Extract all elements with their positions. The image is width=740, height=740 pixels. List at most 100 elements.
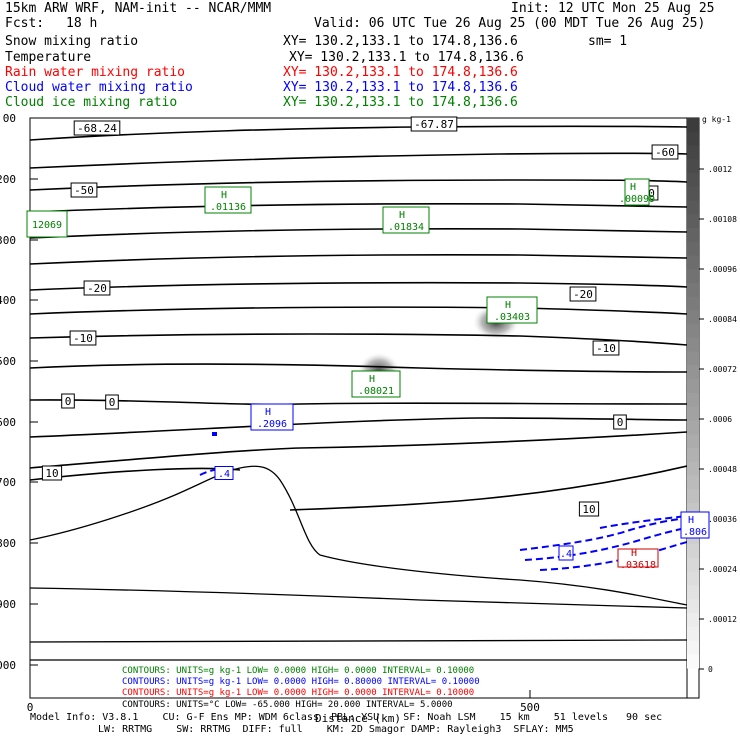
colorbar-swatch [687,406,699,421]
contour-info-line: CONTOURS: UNITS=g kg-1 LOW= 0.0000 HIGH=… [122,666,474,676]
colorbar-tick-label: .00084 [708,315,737,324]
maximum-mark: H [631,548,637,559]
isotherm [30,417,687,438]
maximum-value: .2096 [257,419,287,430]
forecast-label: Fcst: [5,16,45,31]
isotherm [30,431,687,469]
field-temp-name: Temperature [5,50,92,65]
terrain-profile [30,465,687,606]
y-tick-label: 400 [0,294,16,307]
field-snow-xy: XY= 130.2,133.1 to 174.8,136.6 [283,34,518,49]
isotherm-label-box [41,465,63,481]
colorbar-swatch [687,654,699,669]
colorbar-swatch [687,626,699,641]
forecast-hour: 18 h [66,16,98,31]
isotherm [30,306,687,315]
field-rain-xy: XY= 130.2,133.1 to 174.8,136.6 [283,65,518,80]
maximum-box [680,511,710,539]
contour-info-line: CONTOURS: UNITS=°C LOW= -65.000 HIGH= 20… [122,700,453,710]
colorbar-tick-label: 0 [708,665,713,674]
colorbar-tick-label: .00096 [708,265,737,274]
isotherm-label-box [73,120,121,136]
colorbar-swatch [687,228,699,243]
colorbar-swatch [687,599,699,614]
isotherm [30,253,687,265]
colorbar-tick-label: .00036 [708,515,737,524]
colorbar-swatch [687,544,699,559]
maximum-box [558,545,574,561]
colorbar-swatch [687,214,699,229]
plot-frame [29,117,688,699]
isotherm-label: -68.24 [77,122,117,135]
colorbar-swatch [687,269,699,284]
cloud-water-contour [524,527,687,561]
field-cloudice-name: Cloud ice mixing ratio [5,95,178,110]
field-rain-name: Rain water mixing ratio [5,65,186,80]
maximum-value: .4 [218,469,230,480]
maximum-mark: H [630,182,636,193]
colorbar-swatch [687,475,699,490]
maximum-box [250,403,294,431]
colorbar-tick-label: .00072 [708,365,737,374]
colorbar-tick-label: .00024 [708,565,737,574]
colorbar-swatch [687,200,699,215]
maximum-mark: H [265,407,271,418]
colorbar-swatch [687,571,699,586]
colorbar-swatch [687,420,699,435]
field-cloudice-xy: XY= 130.2,133.1 to 174.8,136.6 [283,95,518,110]
colorbar-swatch [687,461,699,476]
x-axis-label: Distance (km) [315,712,401,725]
isotherm-label-box [61,393,75,409]
isotherm [30,399,687,406]
isotherm-label-box [70,182,98,198]
isotherm [30,227,687,239]
maximum-value: .08021 [358,386,394,397]
maximum-value: .01834 [388,222,424,233]
model-info-line1: Model Info: V3.8.1 CU: G-F Ens MP: WDM 6… [30,712,663,723]
maximum-mark: H [688,515,694,526]
isotherm-label: -60 [655,146,675,159]
isotherm-label: -20 [573,288,593,301]
maximum-box [26,210,68,238]
colorbar-swatch [687,613,699,628]
isotherm [30,363,687,373]
colorbar-swatch [687,296,699,311]
isotherm-label-box [613,414,627,430]
isotherm-label: -20 [87,282,107,295]
valid-time: Valid: 06 UTC Tue 26 Aug 25 (00 MDT Tue … [314,16,706,31]
isotherm-label: -10 [596,342,616,355]
maximum-value: .03618 [620,560,656,571]
isotherm-label: 10 [45,467,58,480]
isotherm-label-box [105,394,119,410]
isotherm-label-box [578,501,600,517]
colorbar-swatch [687,448,699,463]
isotherm-label-box [83,280,111,296]
maximum-mark: H [369,374,375,385]
colorbar-swatch [687,640,699,655]
maximum-mark: H [505,300,511,311]
maximum-box [382,206,430,234]
field-snow-smooth: sm= 1 [588,34,628,49]
cloud-water-contour [599,515,687,529]
terrain-lines [30,465,687,661]
isotherm [30,202,687,213]
colorbar-swatch [687,324,699,339]
isotherm [30,281,687,291]
isotherm-label: 0 [617,416,624,429]
maximum-box [617,548,659,568]
isotherm-label: -10 [73,332,93,345]
colorbar-swatch [687,351,699,366]
y-tick-label: 500 [0,355,16,368]
colorbar-tick-label: .0012 [708,165,732,174]
terrain-line [30,587,687,609]
colorbar-swatch [687,255,699,270]
colorbar-tick-label: .00048 [708,465,737,474]
maximum-mark: H [221,190,227,201]
isotherm-label-box [592,340,620,356]
isotherm-label-box [69,330,97,346]
colorbar-swatch [687,241,699,256]
maximum-box [624,178,650,206]
colorbar-tick-label: .00108 [708,215,737,224]
x-tick-label: 500 [520,701,540,714]
